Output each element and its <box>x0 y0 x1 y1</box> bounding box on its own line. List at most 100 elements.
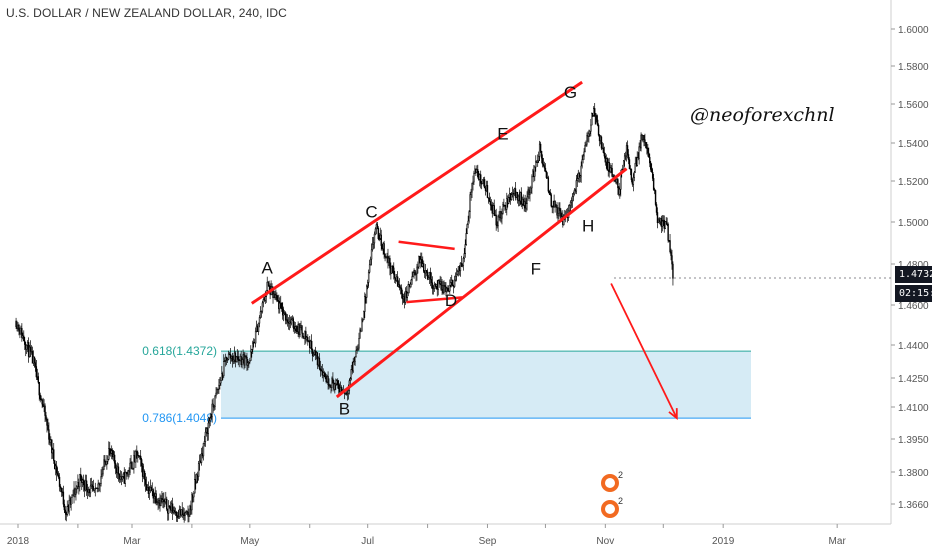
candle-body <box>470 191 472 195</box>
candle <box>252 340 254 354</box>
candle <box>119 470 122 483</box>
candle <box>477 164 479 179</box>
candle-body <box>368 264 371 273</box>
candle-body <box>545 171 548 178</box>
candle <box>617 178 619 195</box>
candle <box>241 357 243 369</box>
candle <box>502 201 504 215</box>
candle <box>258 315 261 328</box>
candle <box>437 279 439 296</box>
candle <box>544 163 547 173</box>
candle <box>597 123 600 137</box>
candle <box>425 270 428 277</box>
candle-body <box>547 177 550 192</box>
candle-body <box>153 496 155 499</box>
time-tick-label: Jul <box>361 536 374 547</box>
candle-body <box>260 310 263 313</box>
candle <box>369 256 372 266</box>
candle <box>163 492 165 509</box>
candle-body <box>630 169 633 181</box>
candle <box>650 163 653 173</box>
candle <box>37 372 39 384</box>
candle <box>157 497 159 511</box>
candle <box>480 170 482 189</box>
candle <box>197 460 200 481</box>
candle-body <box>486 185 489 198</box>
price-tick-label: 1.4600 <box>898 301 929 312</box>
candle <box>460 255 463 267</box>
candle <box>305 326 307 344</box>
candle-body <box>472 181 474 184</box>
candle <box>471 182 473 198</box>
candle <box>106 454 108 470</box>
candle <box>373 231 376 249</box>
candle-body <box>137 452 139 456</box>
candle <box>204 427 207 447</box>
candle <box>124 469 126 487</box>
candle-body <box>468 211 470 222</box>
candle <box>210 413 212 420</box>
candle-body <box>465 233 467 245</box>
candle <box>511 186 514 198</box>
candle <box>377 226 380 241</box>
candle <box>655 202 658 216</box>
candle-body <box>464 244 466 254</box>
candle-body <box>40 398 42 401</box>
earnings-badge-icon[interactable]: 2 <box>601 470 623 492</box>
candle-body <box>223 361 225 377</box>
earnings-badge-icon[interactable]: 2 <box>601 496 623 518</box>
candle <box>189 504 191 518</box>
candle-body <box>366 282 369 287</box>
candle-body <box>462 258 465 266</box>
candle-body <box>427 277 430 280</box>
candle-body <box>463 253 465 259</box>
candle <box>29 340 32 358</box>
candle-body <box>57 474 60 478</box>
flag-upper-line <box>398 240 455 251</box>
candle-body <box>414 270 416 275</box>
candle-body <box>437 280 439 290</box>
candle-body <box>628 159 631 169</box>
candle <box>473 170 475 186</box>
candle-body <box>320 369 323 372</box>
candle <box>166 496 168 512</box>
candle <box>372 236 375 250</box>
candle-body <box>184 512 186 517</box>
candle <box>319 360 322 377</box>
candle-body <box>651 172 654 179</box>
candle <box>92 479 95 492</box>
candle-body <box>447 288 449 291</box>
candle-body <box>530 187 532 194</box>
candle-body <box>232 359 235 362</box>
candle <box>322 368 324 382</box>
wave-label: D <box>445 291 457 310</box>
candle-body <box>113 454 116 464</box>
candle <box>585 140 587 148</box>
candle <box>337 378 339 389</box>
candle <box>251 348 253 358</box>
candle-body <box>247 362 249 366</box>
candle-body <box>281 302 283 310</box>
candle-body <box>310 340 313 350</box>
candle-body <box>58 476 61 487</box>
candle <box>323 370 325 378</box>
candle-body <box>219 382 221 386</box>
candle <box>581 154 583 169</box>
candle <box>595 114 598 123</box>
candle-body <box>218 384 220 390</box>
candle <box>545 170 548 179</box>
candle-body <box>597 124 600 136</box>
candle <box>281 302 284 320</box>
candle-body <box>480 174 482 184</box>
candle <box>90 477 93 489</box>
candle <box>568 203 571 212</box>
candle-body <box>171 503 174 513</box>
candle-body <box>85 480 88 490</box>
candle <box>542 157 545 168</box>
candle-body <box>340 387 343 391</box>
candle <box>426 268 429 281</box>
candle <box>104 455 106 467</box>
candle-body <box>347 390 350 394</box>
candle-body <box>204 431 207 442</box>
candle-body <box>585 143 587 146</box>
